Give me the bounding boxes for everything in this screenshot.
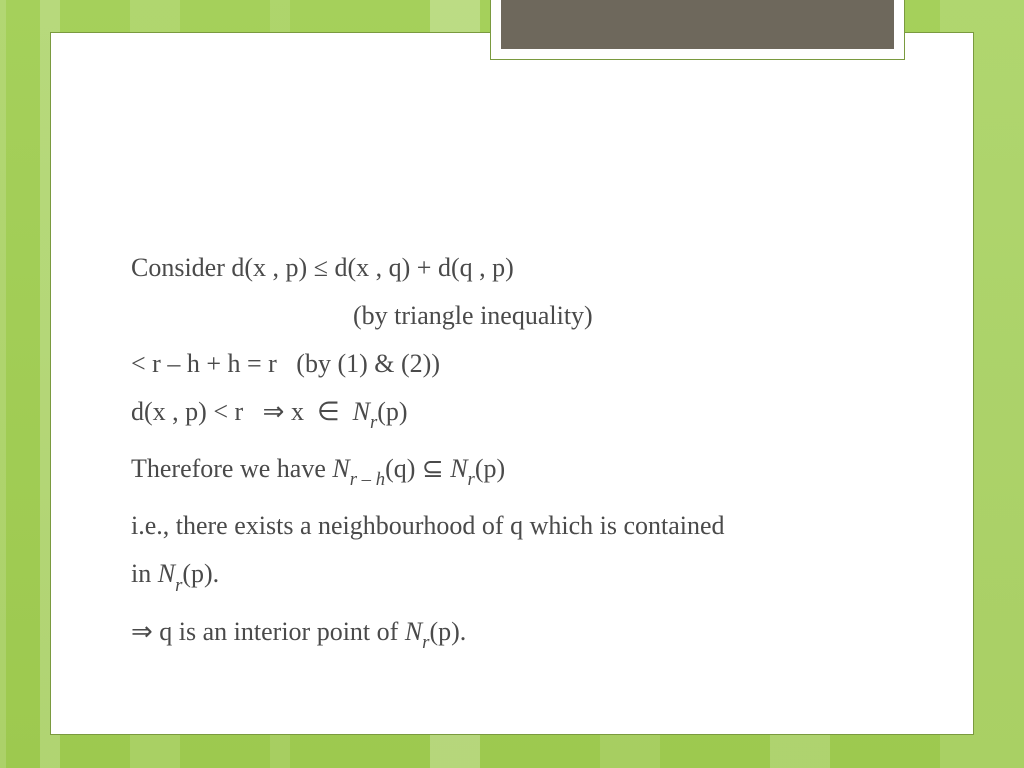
proof-line-4: d(x , p) < r ⇒ x ∈ Nr(p) [131,392,891,441]
header-tab-inner [501,0,894,49]
proof-line-5: Therefore we have Nr – h(q) ⊆ Nr(p) [131,449,891,498]
proof-line-2: (by triangle inequality) [131,296,891,336]
proof-line-1: Consider d(x , p) ≤ d(x , q) + d(q , p) [131,248,891,288]
proof-line-6a: i.e., there exists a neighbourhood of q … [131,506,891,546]
slide-background: Consider d(x , p) ≤ d(x , q) + d(q , p) … [0,0,1024,768]
slide-body-text: Consider d(x , p) ≤ d(x , q) + d(q , p) … [131,248,891,669]
proof-line-3: < r – h + h = r (by (1) & (2)) [131,344,891,384]
proof-line-7: ⇒ q is an interior point of Nr(p). [131,612,891,661]
proof-line-6b: in Nr(p). [131,554,891,603]
